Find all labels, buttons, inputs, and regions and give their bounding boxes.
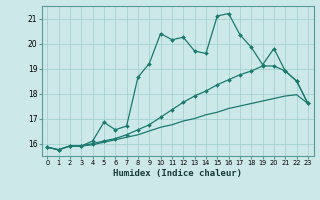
X-axis label: Humidex (Indice chaleur): Humidex (Indice chaleur) [113, 169, 242, 178]
